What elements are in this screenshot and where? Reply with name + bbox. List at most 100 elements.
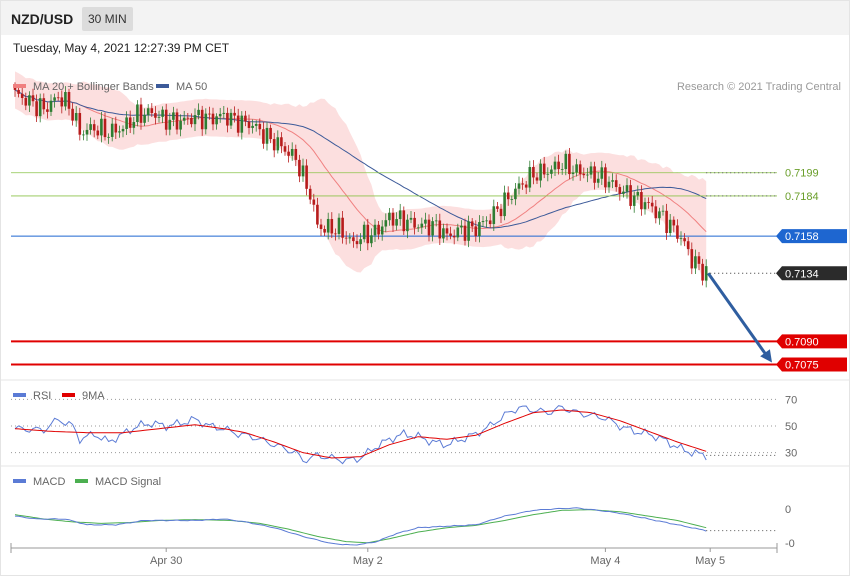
candle-body <box>557 161 560 170</box>
candle-body <box>575 164 578 173</box>
candle-body <box>517 183 521 189</box>
candle-body <box>366 224 370 244</box>
candle-body <box>125 117 128 129</box>
candle-body <box>92 124 96 131</box>
rsi-ma-line <box>14 409 707 459</box>
price-tag-0.7158 <box>776 229 847 244</box>
candle-body <box>215 116 218 125</box>
candle-body <box>42 98 46 110</box>
candle-body <box>420 223 424 228</box>
credit-label: Research © 2021 Trading Central <box>677 81 841 93</box>
candle-body <box>701 263 704 281</box>
candle-body <box>474 226 478 237</box>
candle-body <box>690 249 694 269</box>
candle-body <box>240 115 244 133</box>
legend-swatch-0 <box>13 84 26 88</box>
candle-body <box>208 113 211 115</box>
macd-legend-swatch-1 <box>75 479 88 483</box>
candle-body <box>532 166 535 178</box>
macd-legend-label-0: MACD <box>33 476 65 488</box>
candle-body <box>665 210 668 234</box>
candle-body <box>413 217 416 228</box>
candle-body <box>488 220 492 225</box>
candle-body <box>132 122 136 128</box>
candle-body <box>359 239 362 245</box>
macd-level-label-1: -0 <box>785 538 795 550</box>
candle-body <box>514 188 517 200</box>
candle-body <box>697 256 701 264</box>
candle-body <box>200 109 204 130</box>
candle-body <box>89 124 92 130</box>
price-tag-0.7134 <box>776 266 847 281</box>
candle-body <box>589 166 593 175</box>
candle-body <box>222 112 226 114</box>
candle-body <box>150 108 154 114</box>
candle-body <box>683 238 686 242</box>
candle-body <box>481 221 485 223</box>
x-tick-label-May-2: May 2 <box>353 555 383 567</box>
level-label-0.7090: 0.7090 <box>785 336 819 348</box>
candle-body <box>262 129 265 144</box>
x-tick-label-Apr-30: Apr 30 <box>150 555 182 567</box>
timeframe-button[interactable]: 30 MIN <box>82 7 133 31</box>
candle-body <box>676 225 679 239</box>
candle-body <box>110 123 114 137</box>
candle-body <box>139 104 143 123</box>
candle-body <box>20 93 24 99</box>
candle-body <box>460 225 463 228</box>
rsi-legend-label-0: RSI <box>33 390 51 402</box>
rsi-level-label-70: 70 <box>785 394 797 406</box>
candle-body <box>395 219 398 226</box>
candle-body <box>596 178 600 183</box>
candle-body <box>650 202 654 207</box>
candle-body <box>103 118 107 138</box>
candle-body <box>60 97 64 107</box>
legend-label-0: MA 20 + Bollinger Bands <box>33 81 154 93</box>
candle-body <box>704 266 708 281</box>
candle-body <box>164 109 168 130</box>
candle-body <box>402 210 406 232</box>
candle-body <box>632 195 636 206</box>
rsi-level-label-30: 30 <box>785 448 797 460</box>
candle-body <box>463 225 467 241</box>
candle-body <box>445 228 449 234</box>
datetime-label: Tuesday, May 4, 2021 12:27:39 PM CET <box>13 41 230 55</box>
candle-body <box>625 185 629 192</box>
candle-body <box>56 97 60 99</box>
candle-body <box>82 134 85 136</box>
candle-body <box>294 148 298 160</box>
candle-body <box>546 173 550 175</box>
candle-body <box>452 235 456 238</box>
candle-body <box>31 95 35 102</box>
candle-body <box>233 112 236 116</box>
candle-body <box>661 210 665 212</box>
candle-body <box>496 206 499 209</box>
candle-body <box>614 180 618 188</box>
candle-body <box>344 237 348 239</box>
candle-body <box>254 123 258 126</box>
rsi-line <box>14 405 707 465</box>
candle-body <box>388 212 391 221</box>
candle-body <box>17 89 20 94</box>
candle-body <box>265 127 269 144</box>
candle-body <box>438 220 442 239</box>
macd-legend-label-1: MACD Signal <box>95 476 161 488</box>
candle-body <box>586 174 589 176</box>
candle-body <box>416 227 420 229</box>
candle-body <box>269 127 272 140</box>
candle-body <box>146 108 150 115</box>
forecast-arrow-shaft <box>706 272 770 359</box>
candle-body <box>226 112 229 126</box>
header-bar: NZD/USD 30 MIN <box>1 1 849 35</box>
candle-body <box>218 113 222 117</box>
candle-body <box>406 219 409 232</box>
x-tick-label-May-4: May 4 <box>590 555 620 567</box>
candles <box>13 82 708 288</box>
level-label-0.7075: 0.7075 <box>785 360 819 372</box>
candle-body <box>467 221 470 241</box>
candle-body <box>168 119 172 130</box>
candle-body <box>337 217 341 234</box>
candle-body <box>391 212 395 226</box>
candle-body <box>193 115 197 125</box>
candle-body <box>553 161 557 170</box>
